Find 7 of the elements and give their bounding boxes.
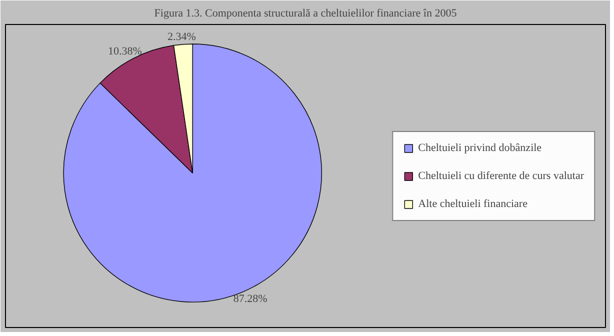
data-label: 2.34% [167,30,196,43]
data-label: 87.28% [233,292,268,305]
data-label: 10.38% [108,45,142,58]
legend-label: Cheltuieli privind dobânzile [418,142,542,154]
chart-title: Figura 1.3. Componenta structurală a cheltuielilor financiare în 2005 [154,8,458,20]
legend-label: Cheltuieli cu diferente de curs valutar [418,170,584,182]
legend-label: Alte cheltuieli financiare [418,198,528,210]
